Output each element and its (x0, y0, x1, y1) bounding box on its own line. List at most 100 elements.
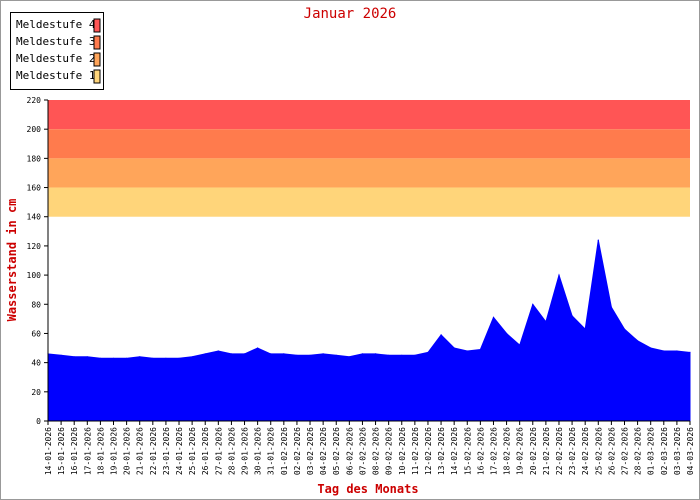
x-tick-label: 22-02-2026 (555, 427, 564, 475)
x-tick-label: 19-02-2026 (516, 427, 525, 475)
y-axis-title: Wasserstand in cm (5, 199, 19, 322)
y-tick-label: 140 (27, 213, 42, 222)
y-tick-label: 200 (27, 125, 42, 134)
x-tick-label: 26-02-2026 (607, 427, 616, 475)
x-tick-label: 29-01-2026 (241, 427, 250, 475)
x-tick-label: 22-01-2026 (149, 427, 158, 475)
series-area (47, 239, 691, 422)
water-level-point (86, 356, 88, 358)
legend-box (10, 12, 104, 90)
water-level-point (73, 356, 75, 358)
y-tick-label: 80 (31, 300, 41, 309)
water-level-point (532, 303, 534, 305)
x-tick-label: 14-01-2026 (44, 427, 53, 475)
chart-title: Januar 2026 (304, 6, 397, 22)
legend: Meldestufe 4 Meldestufe 3 Meldestufe 2 Meld… (10, 12, 104, 90)
y-tick-label: 160 (27, 184, 42, 193)
water-level-point (466, 350, 468, 352)
y-tick-label: 220 (27, 96, 42, 105)
water-level-point (597, 239, 599, 241)
water-level-point (453, 347, 455, 349)
water-level-point (571, 315, 573, 317)
warning-band-4 (48, 100, 690, 130)
x-tick-label: 17-02-2026 (490, 427, 499, 475)
x-tick-label: 05-02-2026 (332, 427, 341, 475)
y-tick-label: 100 (27, 271, 42, 280)
y-tick-label: 20 (31, 388, 41, 397)
warning-bands (48, 100, 690, 217)
x-tick-label: 13-02-2026 (437, 427, 446, 475)
x-tick-label: 07-02-2026 (358, 427, 367, 475)
y-tick-label: 40 (31, 359, 41, 368)
water-level-point (519, 344, 521, 346)
water-level-point (178, 357, 180, 359)
y-axis: 0 20 40 60 80 100 120 140 160 180 200 220 (27, 96, 49, 426)
water-level-point (637, 340, 639, 342)
x-tick-label: 06-02-2026 (345, 427, 354, 475)
x-tick-label: 03-03-2026 (673, 427, 682, 475)
warning-band-1 (48, 187, 690, 217)
water-level-point (414, 354, 416, 356)
x-tick-label: 15-01-2026 (57, 427, 66, 475)
x-tick-label: 24-02-2026 (581, 427, 590, 475)
water-level-point (479, 348, 481, 351)
legend-swatch (93, 69, 101, 84)
water-level-point (427, 351, 429, 353)
water-level-point (623, 328, 626, 330)
y-tick-label: 60 (31, 329, 41, 338)
x-tick-label: 21-02-2026 (542, 427, 551, 475)
water-level-point (610, 306, 613, 308)
x-tick-label: 30-01-2026 (254, 427, 263, 475)
x-tick-label: 08-02-2026 (372, 427, 381, 475)
water-level-point (348, 356, 350, 358)
x-tick-label: 23-02-2026 (568, 427, 577, 475)
water-level-point (283, 353, 285, 355)
water-level-point (388, 354, 390, 356)
x-tick-label: 09-02-2026 (385, 427, 394, 475)
x-tick-label: 24-01-2026 (175, 427, 184, 475)
water-level-point (361, 353, 363, 355)
x-tick-label: 17-01-2026 (83, 427, 92, 475)
water-level-point (165, 357, 167, 359)
x-tick-label: 01-02-2026 (280, 427, 289, 475)
legend-label: Meldestufe 3 (16, 35, 95, 48)
water-level-point (257, 347, 259, 349)
x-tick-label: 19-01-2026 (110, 427, 119, 475)
x-tick-label: 27-02-2026 (621, 427, 630, 475)
water-level-point (584, 328, 586, 330)
y-tick-label: 0 (36, 417, 41, 426)
water-level-point (676, 350, 678, 352)
water-level-point (440, 334, 442, 336)
water-level-point (545, 321, 547, 323)
y-tick-label: 180 (27, 154, 42, 163)
water-level-point (689, 351, 691, 353)
x-tick-label: 04-02-2026 (319, 427, 328, 475)
water-level-point (270, 353, 272, 355)
x-axis: 14-01-2026 15-01-2026 16-01-2026 17-01-2026… (44, 420, 695, 475)
x-tick-label: 31-01-2026 (267, 427, 276, 475)
water-level-point (322, 353, 324, 355)
water-level-point (139, 356, 141, 358)
water-level-point (112, 357, 115, 359)
water-level-point (506, 332, 508, 335)
water-level-point (492, 316, 495, 318)
x-tick-label: 23-01-2026 (162, 427, 171, 475)
x-tick-label: 16-02-2026 (476, 427, 485, 475)
x-tick-label: 10-02-2026 (398, 427, 407, 475)
legend-label: Meldestufe 4 (16, 18, 96, 31)
x-tick-label: 26-01-2026 (201, 427, 210, 475)
x-tick-label: 25-02-2026 (594, 427, 603, 475)
x-tick-label: 16-01-2026 (70, 427, 79, 475)
x-axis-title: Tag des Monats (317, 482, 418, 496)
water-level-point (204, 353, 206, 355)
x-tick-label: 02-03-2026 (660, 427, 669, 475)
water-level-point (99, 357, 101, 359)
legend-label: Meldestufe 1 (16, 69, 95, 82)
water-level-point (335, 354, 337, 356)
legend-label: Meldestufe 2 (16, 52, 95, 65)
water-level-point (243, 353, 246, 355)
x-tick-label: 20-01-2026 (123, 427, 132, 475)
